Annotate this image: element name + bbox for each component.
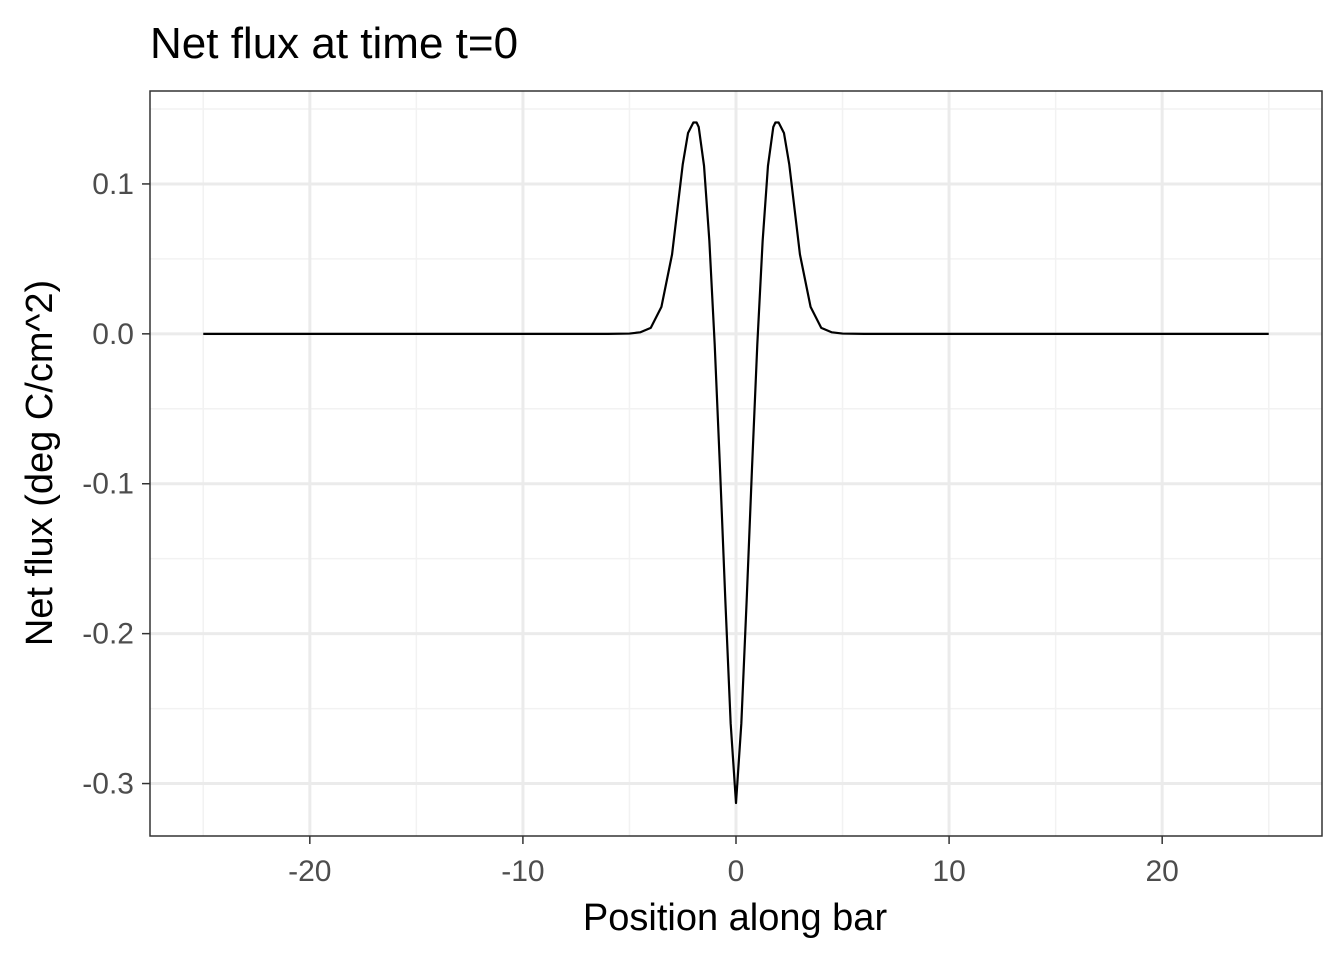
- x-tick-label: -20: [288, 855, 331, 888]
- series-layer: [203, 121, 1269, 805]
- flux-line: [203, 121, 1269, 805]
- x-tick-label: 10: [932, 855, 965, 888]
- x-tick-label: 0: [728, 855, 745, 888]
- y-tick-label: 0.0: [92, 318, 134, 351]
- y-tick-label: -0.3: [82, 768, 134, 801]
- x-tick-label: -10: [501, 855, 544, 888]
- y-tick-label: 0.1: [92, 168, 134, 201]
- y-tick-label: -0.2: [82, 618, 134, 651]
- y-axis: -0.3 -0.2 -0.1 0.0 0.1: [82, 168, 150, 801]
- chart-title: Net flux at time t=0: [150, 19, 518, 68]
- x-axis: -20 -10 0 10 20: [288, 836, 1179, 888]
- x-tick-label: 20: [1145, 855, 1178, 888]
- x-axis-title: Position along bar: [583, 897, 888, 939]
- major-gridlines: [150, 91, 1322, 836]
- y-tick-label: -0.1: [82, 468, 134, 501]
- y-axis-title: Net flux (deg C/cm^2): [19, 280, 61, 646]
